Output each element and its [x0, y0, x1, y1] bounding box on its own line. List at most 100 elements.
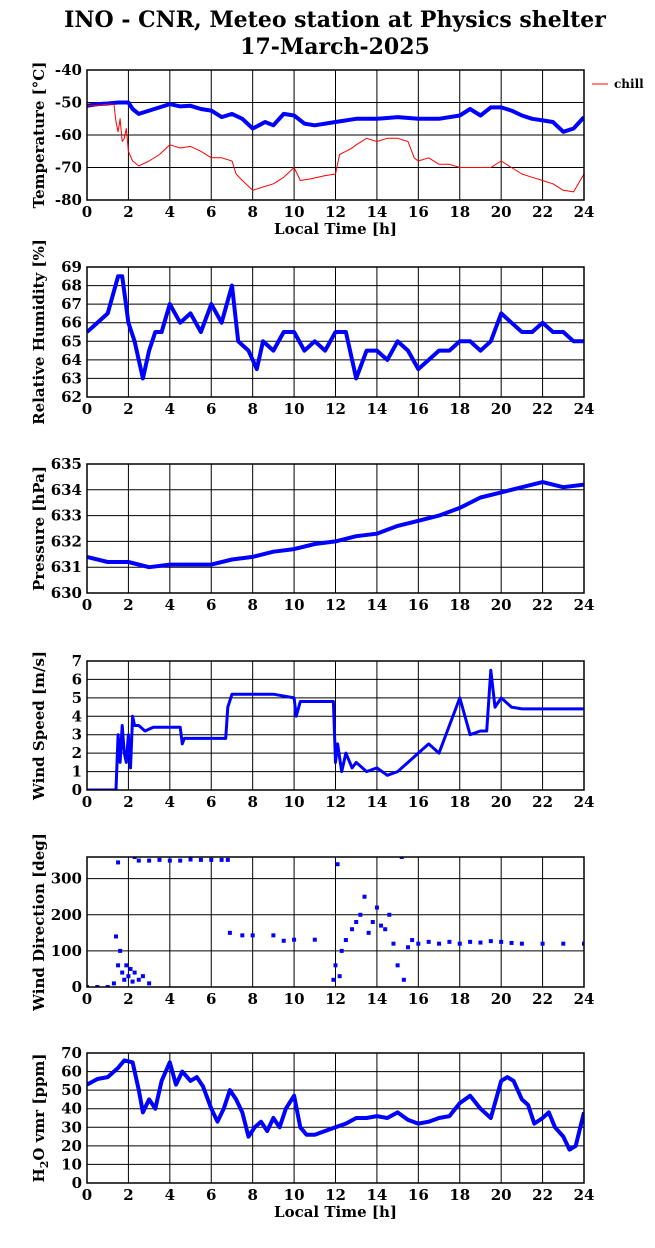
- plot-frame: [86, 266, 585, 398]
- point-0-29: [227, 930, 232, 935]
- point-0-56: [405, 945, 410, 950]
- point-0-11: [128, 966, 133, 971]
- y-tick-label: -40: [55, 61, 82, 79]
- point-0-24: [188, 857, 193, 862]
- x-tick-label: 8: [247, 596, 257, 614]
- point-0-57: [410, 938, 415, 943]
- point-0-49: [379, 923, 384, 928]
- point-0-37: [333, 963, 338, 968]
- x-tick-label: 0: [82, 793, 92, 811]
- point-0-16: [147, 981, 152, 986]
- point-0-40: [339, 948, 344, 953]
- x-tick-label: 22: [532, 596, 553, 614]
- point-0-68: [519, 941, 524, 946]
- figure-title: INO - CNR, Meteo station at Physics shel…: [64, 7, 606, 33]
- point-0-6: [118, 948, 123, 953]
- point-0-18: [132, 857, 137, 859]
- y-tick-label: 4: [72, 707, 82, 725]
- point-0-55: [401, 977, 406, 982]
- point-0-50: [383, 927, 388, 932]
- y-tick-label: 65: [61, 332, 82, 350]
- y-tick-label: 66: [61, 314, 82, 332]
- point-0-63: [468, 939, 473, 944]
- x-tick-label: 6: [206, 990, 216, 1008]
- x-tick-label: 14: [366, 203, 387, 221]
- panel-1: 0 2 4 6 8 10 12 14 16 18 20 22 24-80-70-60-50-40Temp…: [30, 61, 644, 238]
- point-0-23: [178, 858, 183, 863]
- y-tick-label: 632: [51, 532, 82, 550]
- x-tick-label: 2: [123, 990, 133, 1008]
- point-0-42: [350, 927, 355, 932]
- point-0-64: [478, 940, 483, 945]
- x-tick-label: 24: [574, 400, 595, 418]
- point-0-20: [147, 858, 152, 863]
- x-tick-label: 22: [532, 1186, 553, 1204]
- y-tick-label: 635: [51, 455, 82, 473]
- x-tick-label: 8: [247, 203, 257, 221]
- y-tick-label: 60: [61, 1063, 82, 1081]
- x-tick-label: 16: [408, 793, 429, 811]
- y-tick-label: 1: [72, 763, 82, 781]
- x-tick-label: 16: [408, 1186, 429, 1204]
- x-tick-label: 10: [284, 400, 305, 418]
- point-0-33: [281, 938, 286, 943]
- x-tick-label: 20: [491, 793, 512, 811]
- panels: 0 2 4 6 8 10 12 14 16 18 20 22 24-80-70-60-50-40Temp…: [30, 61, 644, 1221]
- point-0-15: [140, 974, 145, 979]
- point-0-43: [354, 920, 359, 924]
- x-tick-label: 6: [206, 596, 216, 614]
- x-tick-label: 16: [408, 203, 429, 221]
- y-tick-label: 100: [51, 942, 82, 960]
- panel-3: 0 2 4 6 8 10 12 14 16 18 20 22 24630631632633634635P…: [30, 455, 594, 614]
- x-tick-label: 14: [366, 1186, 387, 1204]
- series-group: [87, 1058, 584, 1152]
- y-tick-label: 0: [72, 1174, 82, 1192]
- point-0-19: [136, 858, 141, 863]
- y-tick-label: 62: [61, 388, 82, 406]
- x-tick-label: 4: [165, 1186, 175, 1204]
- y-tick-label: 70: [61, 1044, 82, 1062]
- x-tick-label: 18: [449, 990, 470, 1008]
- point-0-70: [561, 941, 566, 946]
- x-tick-label: 10: [284, 793, 305, 811]
- series-line-0: [87, 1058, 584, 1152]
- x-axis-label: Local Time [h]: [274, 220, 397, 238]
- x-tick-label: 14: [366, 400, 387, 418]
- x-tick-label: 2: [123, 400, 133, 418]
- point-0-2: [105, 985, 110, 987]
- point-0-62: [457, 941, 462, 946]
- x-tick-label: 24: [574, 990, 595, 1008]
- point-0-60: [437, 941, 442, 946]
- x-tick-label: 14: [366, 793, 387, 811]
- x-tick-label: 8: [247, 990, 257, 1008]
- x-tick-label: 0: [82, 990, 92, 1008]
- y-tick-label: 6: [72, 670, 82, 688]
- y-tick-label: 20: [61, 1137, 82, 1155]
- point-0-45: [362, 894, 367, 899]
- point-0-41: [343, 938, 348, 943]
- y-axis-label: Relative Humidity [%]: [30, 239, 48, 425]
- legend: chill: [592, 77, 644, 91]
- x-tick-label: 4: [165, 793, 175, 811]
- x-tick-label: 24: [574, 793, 595, 811]
- series-group: [87, 100, 584, 193]
- x-tick-label: 2: [123, 793, 133, 811]
- y-tick-label: 64: [61, 351, 82, 369]
- x-tick-label: 18: [449, 793, 470, 811]
- y-tick-label: 40: [61, 1100, 82, 1118]
- y-tick-label: 0: [72, 978, 82, 996]
- x-tick-label: 0: [82, 400, 92, 418]
- x-tick-label: 8: [247, 400, 257, 418]
- point-0-3: [111, 981, 116, 986]
- point-0-12: [130, 979, 135, 984]
- series-group: [87, 274, 584, 381]
- y-tick-label: 3: [72, 726, 82, 744]
- x-tick-label: 24: [574, 1186, 595, 1204]
- point-0-26: [209, 857, 214, 862]
- x-tick-label: 0: [82, 203, 92, 221]
- point-0-25: [198, 857, 203, 862]
- point-0-13: [132, 970, 137, 975]
- y-tick-label: 67: [61, 295, 82, 313]
- point-0-53: [395, 963, 400, 968]
